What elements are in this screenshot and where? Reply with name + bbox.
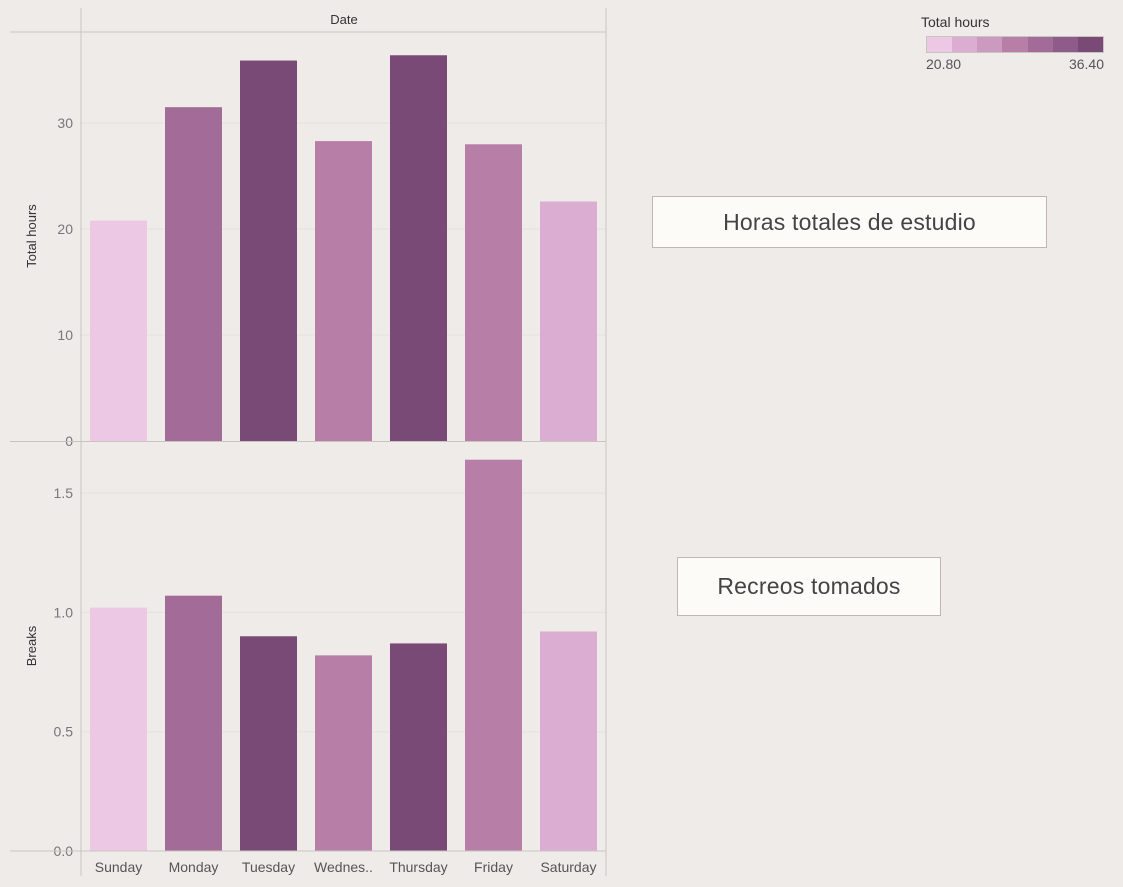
breaks-y-tick-label: 0.5 [54, 724, 74, 740]
legend-min-label: 20.80 [926, 56, 962, 72]
ticks-layer: 01020300.00.51.01.5SundayMondayTuesdayWe… [54, 115, 597, 875]
bottom-y-axis-title: Breaks [24, 625, 39, 666]
hours-y-tick-label: 30 [57, 115, 73, 131]
category-label: Sunday [95, 859, 142, 875]
hours-bar-thursday[interactable] [390, 55, 447, 441]
breaks-bar-thursday[interactable] [390, 643, 447, 851]
legend-title: Total hours [921, 14, 990, 30]
legend-swatch-6 [1052, 37, 1078, 52]
hours-bar-sunday[interactable] [90, 220, 147, 441]
breaks-bar-wednes[interactable] [315, 655, 372, 851]
legend-swatch-7 [1077, 37, 1103, 52]
breaks-bar-saturday[interactable] [540, 631, 597, 851]
study-hours-text-box: Horas totales de estudio [652, 196, 1047, 248]
breaks-bar-friday[interactable] [465, 459, 522, 851]
breaks-bar-tuesday[interactable] [240, 636, 297, 851]
legend-swatch-5 [1027, 37, 1053, 52]
color-legend: Total hours 20.80 36.40 [921, 14, 1107, 72]
legend-range: 20.80 36.40 [926, 56, 1104, 72]
legend-swatch-4 [1002, 37, 1028, 52]
category-label: Thursday [389, 859, 447, 875]
category-label: Monday [169, 859, 219, 875]
hours-bar-tuesday[interactable] [240, 60, 297, 441]
category-label: Tuesday [242, 859, 295, 875]
category-label: Wednes.. [314, 859, 373, 875]
frame-layer [10, 8, 607, 876]
hours-y-tick-label: 20 [57, 221, 73, 237]
category-label: Friday [474, 859, 513, 875]
breaks-text-box: Recreos tomados [677, 557, 941, 616]
breaks-bar-sunday[interactable] [90, 607, 147, 851]
hours-y-tick-label: 10 [57, 327, 73, 343]
hours-bar-saturday[interactable] [540, 201, 597, 441]
hours-bar-monday[interactable] [165, 107, 222, 441]
breaks-bar-monday[interactable] [165, 595, 222, 851]
hours-bar-wednes[interactable] [315, 141, 372, 441]
hours-bar-friday[interactable] [465, 144, 522, 442]
legend-swatch-1 [927, 37, 953, 52]
chart-header-title: Date [330, 12, 357, 27]
breaks-y-tick-label: 1.0 [54, 604, 74, 620]
bar-chart: Date Total hours Breaks 01020300.00.51.0… [10, 8, 607, 876]
legend-max-label: 36.40 [1068, 56, 1104, 72]
legend-color-ramp [926, 36, 1104, 53]
legend-swatch-3 [977, 37, 1003, 52]
bars-layer [90, 55, 597, 851]
category-label: Saturday [540, 859, 596, 875]
top-y-axis-title: Total hours [24, 204, 39, 268]
breaks-y-tick-label: 1.5 [54, 485, 74, 501]
legend-swatch-2 [952, 37, 978, 52]
